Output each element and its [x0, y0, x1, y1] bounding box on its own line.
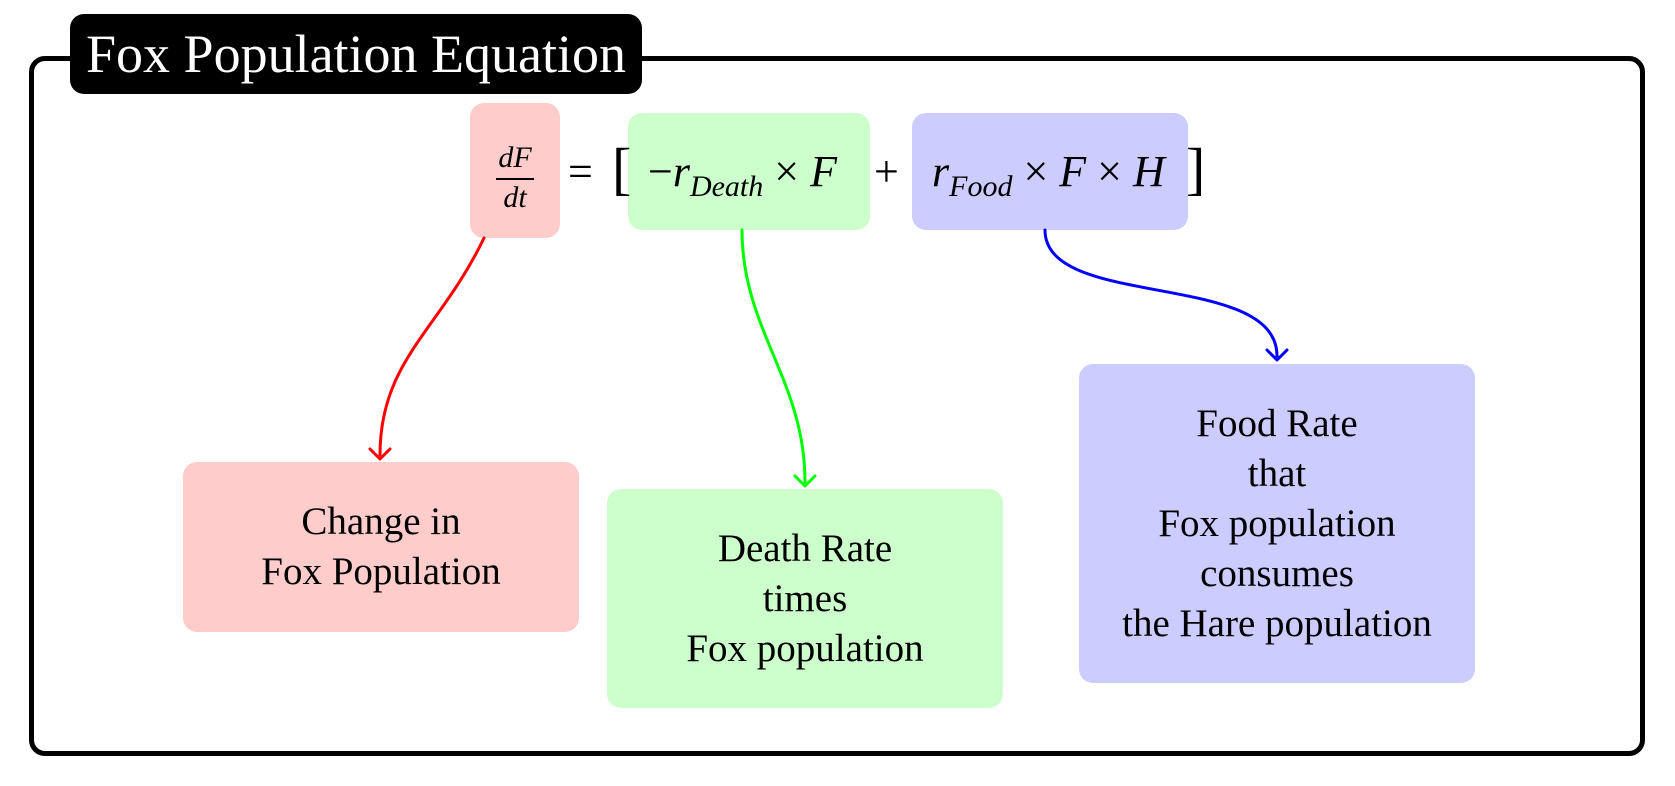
death-r: r [672, 147, 690, 196]
blue-arrow [1043, 228, 1289, 362]
food-line-4: consumes [1200, 551, 1354, 595]
open-bracket: [ [612, 136, 632, 201]
food-r: r [932, 147, 950, 196]
title-text: Fox Population Equation [86, 24, 626, 84]
death-line-2: times [762, 576, 848, 620]
diagram-title: Fox Population Equation [70, 14, 642, 94]
lhs-derivative-box [470, 103, 560, 238]
death-subscript: Death [689, 170, 764, 203]
death-line-3: Fox population [686, 626, 924, 670]
death-var: F [810, 147, 837, 196]
food-line-1: Food Rate [1196, 401, 1358, 445]
food-line-3: Fox population [1158, 501, 1396, 545]
derivative-fraction: dF dt [470, 103, 560, 238]
food-line-5: the Hare population [1122, 601, 1432, 645]
change-description-box: Change in Fox Population [183, 462, 579, 632]
death-times: × [774, 147, 800, 196]
red-arrow [368, 236, 486, 461]
close-bracket: ] [1186, 136, 1206, 201]
food-description-box: Food Rate that Fox population consumes t… [1079, 364, 1475, 683]
fraction-numerator: dF [498, 141, 532, 174]
death-term-expression: −rDeath × F [648, 150, 837, 202]
death-line-1: Death Rate [717, 526, 893, 570]
green-arrow [740, 228, 817, 488]
change-line-1: Change in [301, 500, 461, 543]
death-sign: − [648, 147, 673, 196]
death-term-box [628, 113, 870, 230]
food-term-expression: rFood × F × H [932, 150, 1165, 202]
food-var-1: F [1059, 147, 1087, 196]
diagram-frame [29, 56, 1645, 756]
fraction-bar [496, 178, 534, 180]
food-var-2: H [1133, 147, 1165, 196]
food-term-box [912, 113, 1188, 230]
food-line-2: that [1247, 451, 1307, 495]
food-subscript: Food [949, 170, 1013, 203]
death-description-box: Death Rate times Fox population [607, 489, 1003, 708]
fraction-denominator: dt [503, 181, 527, 214]
equals-sign: = [568, 147, 593, 196]
change-line-2: Fox Population [261, 550, 501, 593]
food-times-1: × [1023, 147, 1049, 196]
plus-sign: + [874, 147, 899, 196]
food-times-2: × [1097, 147, 1122, 196]
